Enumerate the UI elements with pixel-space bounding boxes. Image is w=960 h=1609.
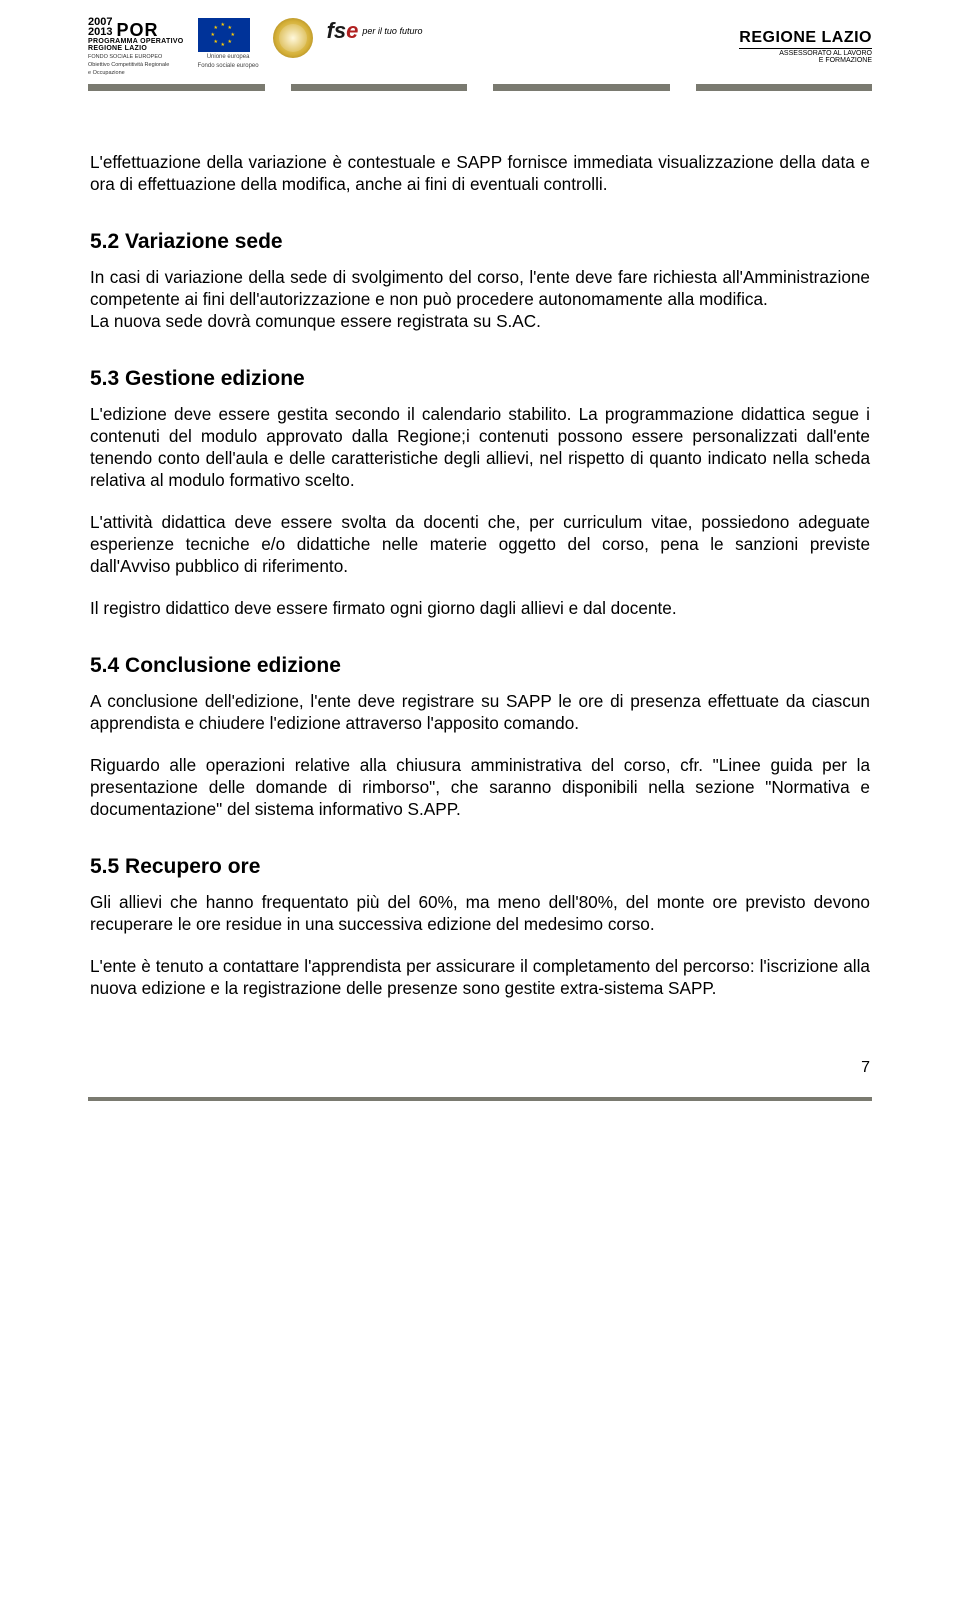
bar-4 — [696, 84, 873, 91]
paragraph-5-5-b: L'ente è tenuto a contattare l'apprendis… — [90, 955, 870, 999]
regione-logo: REGIONE LAZIO ASSESSORATO AL LAVORO E FO… — [739, 29, 872, 65]
paragraph-5-4-b: Riguardo alle operazioni relative alla c… — [90, 754, 870, 820]
regione-sub1: ASSESSORATO AL LAVORO — [739, 50, 872, 58]
page-number: 7 — [0, 1059, 960, 1097]
por-logo: 2007 2013 POR PROGRAMMA OPERATIVO REGION… — [88, 18, 184, 76]
paragraph-5-3-c: Il registro didattico deve essere firmat… — [90, 597, 870, 619]
fse-logo: fse per il tuo futuro — [327, 18, 423, 44]
eu-caption-2: Fondo sociale europeo — [198, 63, 259, 70]
por-main: POR — [116, 22, 158, 38]
heading-5-3: 5.3 Gestione edizione — [90, 366, 870, 393]
regione-title: REGIONE LAZIO — [739, 29, 872, 49]
eu-flag-icon: ★ ★ ★ ★ ★ ★ ★ ★ — [198, 18, 250, 52]
regione-sub2: E FORMAZIONE — [739, 57, 872, 65]
heading-5-2: 5.2 Variazione sede — [90, 229, 870, 256]
por-fine1: FONDO SOCIALE EUROPEO — [88, 54, 162, 60]
left-logo-group: 2007 2013 POR PROGRAMMA OPERATIVO REGION… — [88, 18, 422, 76]
paragraph-5-3-a: L'edizione deve essere gestita secondo i… — [90, 403, 870, 491]
header-bars — [0, 82, 960, 91]
paragraph-5-2-a: In casi di variazione della sede di svol… — [90, 266, 870, 310]
paragraph-5-5-a: Gli allievi che hanno frequentato più de… — [90, 891, 870, 935]
paragraph-5-3-b: L'attività didattica deve essere svolta … — [90, 511, 870, 577]
por-fine3: e Occupazione — [88, 70, 125, 76]
fse-mark: fse — [327, 18, 359, 44]
paragraph-5-4-a: A conclusione dell'edizione, l'ente deve… — [90, 690, 870, 734]
heading-5-4: 5.4 Conclusione edizione — [90, 653, 870, 680]
eu-flag-block: ★ ★ ★ ★ ★ ★ ★ ★ Unione europea Fondo soc… — [198, 18, 259, 69]
italy-emblem-icon — [273, 18, 313, 58]
heading-5-5: 5.5 Recupero ore — [90, 854, 870, 881]
document-body: L'effettuazione della variazione è conte… — [0, 91, 960, 1059]
por-sub1: PROGRAMMA OPERATIVO — [88, 38, 184, 45]
footer-bar — [88, 1097, 872, 1101]
por-sub2: REGIONE LAZIO — [88, 45, 147, 52]
fse-s: s — [334, 18, 346, 43]
document-page: 2007 2013 POR PROGRAMMA OPERATIVO REGION… — [0, 0, 960, 1101]
intro-paragraph: L'effettuazione della variazione è conte… — [90, 151, 870, 195]
paragraph-5-2-b: La nuova sede dovrà comunque essere regi… — [90, 310, 870, 332]
fse-f: f — [327, 18, 334, 43]
fse-e: e — [346, 18, 358, 43]
por-fine2: Obiettivo Competitività Regionale — [88, 62, 169, 68]
eu-caption-1: Unione europea — [198, 54, 259, 61]
header-logos: 2007 2013 POR PROGRAMMA OPERATIVO REGION… — [0, 0, 960, 82]
fse-tagline: per il tuo futuro — [362, 26, 422, 36]
emblem-block — [273, 18, 313, 58]
bar-3 — [493, 84, 670, 91]
bar-2 — [291, 84, 468, 91]
bar-1 — [88, 84, 265, 91]
por-year-2: 2013 — [88, 28, 112, 38]
